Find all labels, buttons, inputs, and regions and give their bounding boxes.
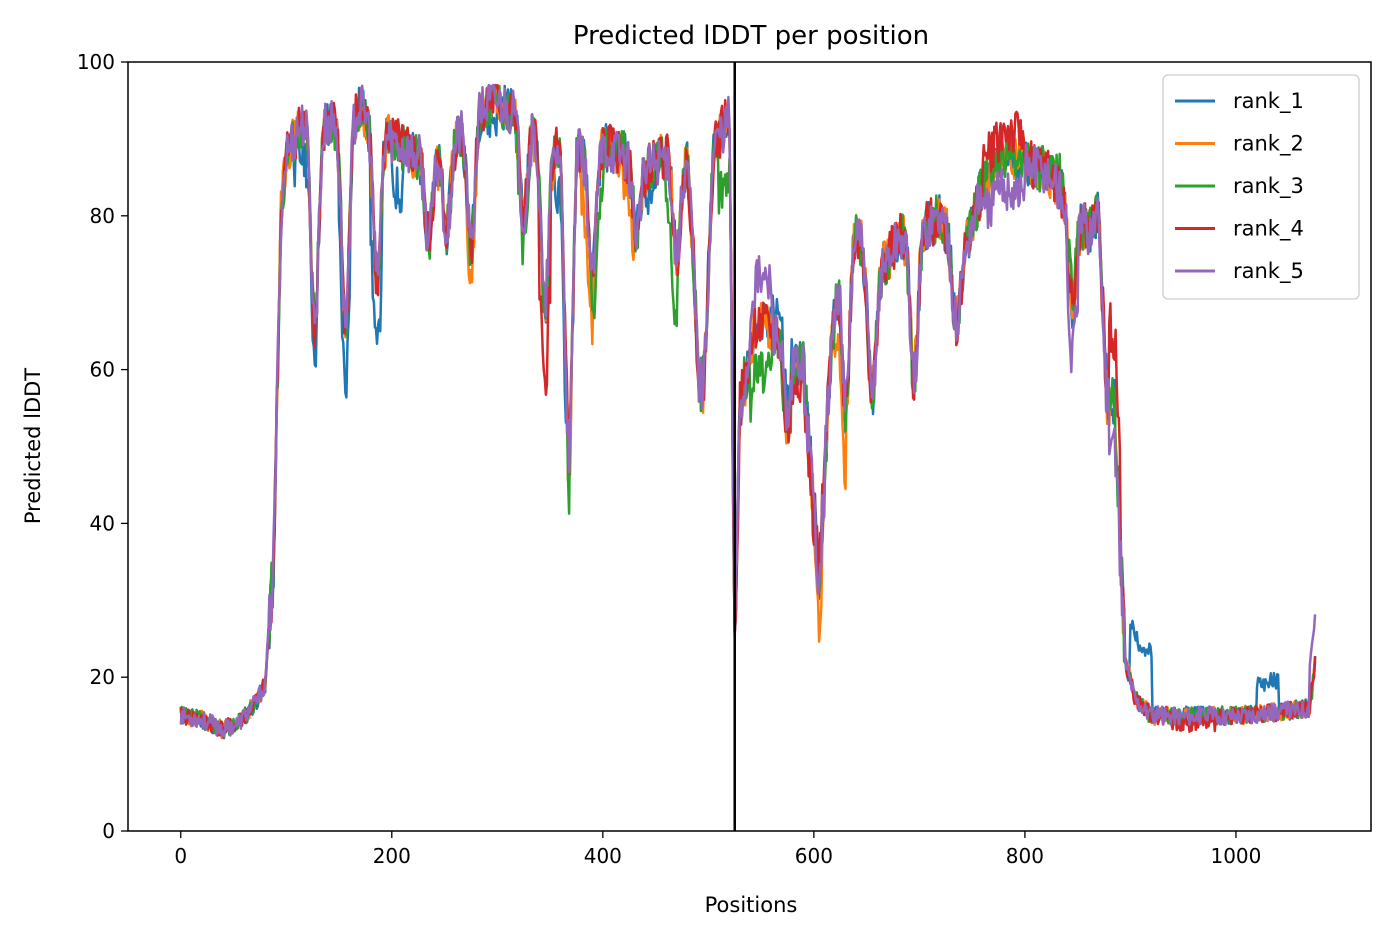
y-tick-label: 40 [90, 511, 115, 535]
series-line-rank_5 [179, 83, 1317, 738]
x-axis-label: Positions [705, 893, 798, 917]
legend-label-rank_2: rank_2 [1233, 132, 1304, 157]
x-tick-label: 800 [1006, 844, 1044, 868]
chart-title: Predicted lDDT per position [573, 21, 929, 51]
y-tick-label: 80 [90, 204, 115, 228]
y-tick-label: 100 [77, 50, 115, 74]
y-axis: 0 20 40 60 80 100 [77, 50, 128, 843]
legend: rank_1 rank_2 rank_3 rank_4 rank_5 [1162, 74, 1360, 300]
legend-box [1162, 74, 1360, 300]
y-tick-label: 60 [90, 358, 115, 382]
x-tick-label: 600 [795, 844, 833, 868]
legend-label-rank_5: rank_5 [1233, 259, 1304, 284]
x-tick-label: 0 [174, 844, 187, 868]
y-axis-label: Predicted lDDT [21, 368, 45, 524]
plot-area [179, 83, 1317, 740]
x-tick-label: 1000 [1210, 844, 1261, 868]
legend-label-rank_1: rank_1 [1233, 89, 1304, 114]
axes-frame [127, 61, 1372, 832]
x-tick-label: 400 [584, 844, 622, 868]
x-tick-label: 200 [373, 844, 411, 868]
legend-label-rank_3: rank_3 [1233, 174, 1304, 199]
y-tick-label: 0 [102, 819, 115, 843]
x-axis: 0 200 400 600 800 1000 [174, 831, 1261, 868]
y-tick-label: 20 [90, 665, 115, 689]
legend-label-rank_4: rank_4 [1233, 217, 1304, 242]
